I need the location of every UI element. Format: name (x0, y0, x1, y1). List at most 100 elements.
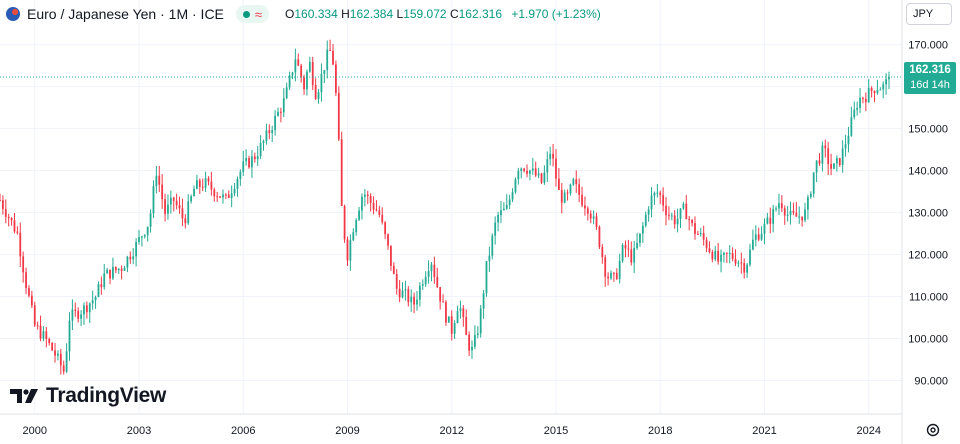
candle-body (578, 184, 581, 195)
candle-body (592, 216, 595, 219)
candle-body (624, 245, 627, 249)
candle-body (682, 203, 685, 209)
candle-body (439, 287, 442, 302)
candle-body (274, 115, 276, 130)
candle-body (740, 262, 743, 264)
candle-body (233, 188, 236, 194)
candle-body (847, 135, 850, 145)
candle-body (42, 331, 45, 339)
chart-grid (0, 0, 902, 414)
market-status-pill[interactable]: ≈ (235, 5, 270, 23)
candle-body (494, 222, 497, 236)
candle-body (864, 98, 867, 103)
candle-body (812, 172, 815, 194)
candle-body (679, 208, 682, 219)
candle-body (465, 317, 468, 335)
candle-body (126, 256, 129, 268)
x-tick-label: 2009 (335, 425, 359, 437)
candle-body (607, 276, 610, 279)
candle-body (728, 253, 731, 255)
candle-body (873, 91, 876, 94)
candle-body (164, 199, 166, 214)
candle-body (757, 234, 760, 240)
candle-body (534, 168, 537, 176)
candle-body (149, 213, 152, 227)
candle-body (430, 264, 433, 272)
candle-body (491, 235, 494, 256)
candle-body (737, 262, 740, 264)
candle-body (476, 333, 479, 336)
candle-body (71, 309, 74, 321)
tradingview-logo[interactable]: TradingView (10, 384, 166, 408)
candle-body (769, 217, 772, 224)
gear-icon (926, 423, 940, 437)
candle-body (48, 339, 51, 344)
x-tick-label: 2003 (127, 425, 151, 437)
candle-body (224, 194, 227, 196)
candle-body (146, 226, 149, 235)
candle-body (416, 299, 418, 305)
candle-body (294, 59, 297, 73)
candle-body (668, 215, 670, 217)
change-value: +1.970 (+1.23%) (511, 7, 601, 21)
candle-body (207, 178, 210, 182)
candle-body (30, 295, 33, 306)
candle-body (618, 260, 621, 279)
candle-body (459, 308, 462, 312)
candle-body (801, 216, 804, 221)
candle-body (303, 77, 305, 90)
candle-body (288, 75, 291, 88)
candle-body (201, 186, 204, 188)
candle-body (720, 254, 722, 262)
candle-body (65, 351, 68, 372)
candle-body (45, 331, 48, 340)
candle-body (120, 268, 123, 271)
symbol-title[interactable]: Euro / Japanese Yen · 1M · ICE (27, 6, 224, 22)
candle-body (676, 218, 679, 225)
candle-body (581, 194, 583, 206)
candle-body (450, 316, 453, 334)
candle-body (604, 257, 607, 277)
chart-settings-button[interactable] (924, 421, 942, 439)
candle-body (772, 209, 775, 224)
high-value: 162.384 (349, 7, 394, 21)
candle-body (685, 203, 688, 220)
candle-body (265, 130, 268, 142)
candle-body (662, 194, 665, 206)
candle-body (508, 199, 511, 206)
candle-body (743, 263, 746, 273)
candle-body (143, 234, 146, 237)
candle-body (424, 276, 427, 285)
candle-body (488, 255, 491, 262)
candle-body (117, 268, 120, 271)
candle-body (97, 284, 100, 297)
candle-body (807, 197, 809, 210)
candle-body (343, 205, 346, 240)
candle-body (804, 209, 806, 221)
currency-button[interactable]: JPY (906, 3, 952, 25)
candle-body (427, 271, 430, 277)
candle-body (248, 158, 250, 168)
candle-body (36, 325, 39, 327)
time-axis[interactable]: 2000 2003 2006 2009 2012 2015 2018 2021 2024 (23, 425, 881, 437)
candle-body (187, 201, 190, 224)
candle-body (253, 156, 256, 160)
candle-body (190, 196, 193, 202)
candle-body (830, 164, 832, 169)
candle-body (54, 350, 56, 356)
candle-body (410, 296, 413, 303)
candle-body (398, 288, 401, 298)
candle-body (100, 284, 103, 288)
candle-body (242, 161, 245, 172)
candle-body (132, 256, 135, 260)
candle-body (129, 256, 132, 260)
candle-body (479, 308, 482, 334)
candle-body (754, 234, 757, 240)
candle-body (859, 97, 861, 108)
candle-body (103, 273, 106, 288)
candle-body (0, 200, 1, 202)
x-tick-label: 2015 (544, 425, 568, 437)
candle-body (259, 142, 262, 157)
candle-body (867, 87, 870, 103)
